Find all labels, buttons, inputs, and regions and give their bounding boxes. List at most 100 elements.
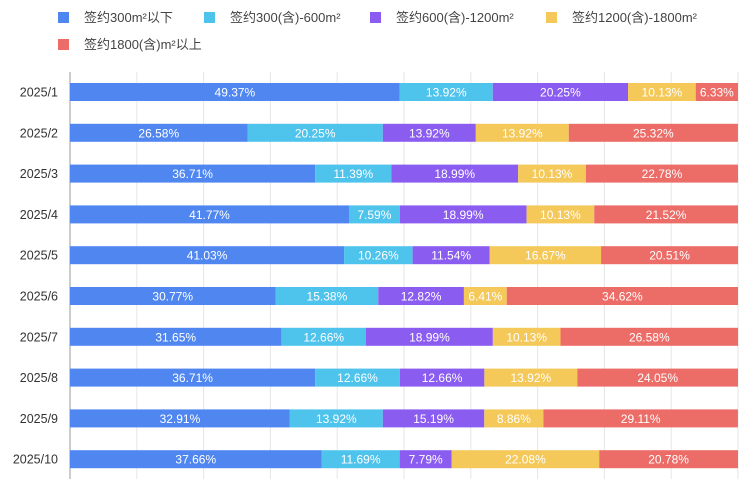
data-label: 18.99% xyxy=(443,208,484,222)
data-label: 7.79% xyxy=(409,453,443,467)
data-label: 26.58% xyxy=(138,126,179,140)
data-label: 10.13% xyxy=(506,330,547,344)
bar-segment[interactable] xyxy=(526,205,595,224)
bar-segment[interactable] xyxy=(451,450,600,469)
bar-segment[interactable] xyxy=(594,205,738,224)
bar-segment[interactable] xyxy=(475,123,569,142)
bar-segment[interactable] xyxy=(492,83,629,101)
bar-segment[interactable] xyxy=(70,123,248,142)
category-label: 2025/9 xyxy=(20,412,58,426)
legend-item-3[interactable]: 签约600(含)-1200m² xyxy=(370,10,514,25)
bar-segment[interactable] xyxy=(492,327,561,346)
bar-segment[interactable] xyxy=(463,287,507,305)
bar-segment[interactable] xyxy=(484,409,544,428)
data-label: 32.91% xyxy=(160,412,201,426)
legend-item-2[interactable]: 签约300(含)-600m² xyxy=(204,10,341,25)
bar-segment[interactable] xyxy=(628,83,696,101)
bar-segment[interactable] xyxy=(577,368,738,387)
data-label: 22.78% xyxy=(642,167,683,181)
bar-segment[interactable] xyxy=(695,83,738,101)
bar-segment[interactable] xyxy=(585,164,738,183)
bar-segment[interactable] xyxy=(70,287,276,305)
data-label: 12.82% xyxy=(401,290,442,304)
data-label: 13.92% xyxy=(316,412,357,426)
bar-segment[interactable] xyxy=(599,450,738,469)
category-label: 2025/1 xyxy=(20,86,58,100)
data-label: 24.05% xyxy=(637,371,678,385)
data-label: 12.66% xyxy=(337,371,378,385)
data-label: 12.66% xyxy=(303,330,344,344)
bar-segment[interactable] xyxy=(399,450,452,469)
data-label: 22.08% xyxy=(505,453,546,467)
bar-segment[interactable] xyxy=(399,83,493,101)
data-label: 20.78% xyxy=(648,453,689,467)
data-label: 36.71% xyxy=(172,371,213,385)
bar-segment[interactable] xyxy=(70,409,290,428)
data-label: 11.39% xyxy=(333,167,373,181)
bar-segment[interactable] xyxy=(568,123,738,142)
legend-item-5[interactable]: 签约1800(含)m²以上 xyxy=(58,37,202,52)
bar-segment[interactable] xyxy=(412,246,490,265)
bar-segment[interactable] xyxy=(382,123,476,142)
bar-segment[interactable] xyxy=(382,409,485,428)
bar-segment[interactable] xyxy=(70,83,400,101)
bar-segment[interactable] xyxy=(399,368,485,387)
bar-segment[interactable] xyxy=(70,368,316,387)
data-label: 8.86% xyxy=(497,412,531,426)
bar-segment[interactable] xyxy=(391,164,519,183)
data-label: 11.54% xyxy=(431,249,471,263)
category-label: 2025/10 xyxy=(13,453,58,467)
bar-row-2025-8: 36.71% 12.66% 12.66% 13.92% 24.05% xyxy=(70,368,738,387)
bar-segment[interactable] xyxy=(315,164,392,183)
legend-item-1[interactable]: 签约300m²以下 xyxy=(58,10,173,25)
bar-segment[interactable] xyxy=(247,123,383,142)
data-label: 26.58% xyxy=(629,330,670,344)
bar-row-2025-2: 26.58% 20.25% 13.92% 13.92% 25.32% xyxy=(70,123,738,142)
bar-segment[interactable] xyxy=(560,327,739,346)
data-label: 49.37% xyxy=(215,86,256,100)
bar-segment[interactable] xyxy=(289,409,383,428)
data-label: 10.13% xyxy=(532,167,573,181)
bar-row-2025-5: 41.03% 10.26% 11.54% 16.67% 20.51% xyxy=(70,246,739,265)
bar-row-2025-7: 31.65% 12.66% 18.99% 10.13% 26.58% xyxy=(70,327,739,346)
bars: 49.37% 13.92% 20.25% 10.13% 6.33% 26.58% 20.25… xyxy=(70,83,739,469)
bar-segment[interactable] xyxy=(506,287,738,305)
bar-segment[interactable] xyxy=(344,246,413,265)
category-label: 2025/7 xyxy=(20,330,58,344)
bar-segment[interactable] xyxy=(484,368,578,387)
data-label: 13.92% xyxy=(511,371,552,385)
bar-segment[interactable] xyxy=(399,205,527,224)
data-label: 11.69% xyxy=(341,453,381,467)
legend-label: 签约1800(含)m²以上 xyxy=(84,37,202,52)
bar-segment[interactable] xyxy=(518,164,586,183)
bar-segment[interactable] xyxy=(70,205,350,224)
bar-segment[interactable] xyxy=(70,450,322,469)
data-label: 15.19% xyxy=(413,412,454,426)
bar-segment[interactable] xyxy=(378,287,464,305)
bar-segment[interactable] xyxy=(70,327,282,346)
data-label: 10.13% xyxy=(540,208,581,222)
legend-item-4[interactable]: 签约1200(含)-1800m² xyxy=(546,10,698,25)
bar-segment[interactable] xyxy=(349,205,400,224)
bar-segment[interactable] xyxy=(365,327,493,346)
bar-segment[interactable] xyxy=(543,409,738,428)
data-label: 21.52% xyxy=(646,208,687,222)
bar-segment[interactable] xyxy=(70,164,316,183)
bar-segment[interactable] xyxy=(275,287,379,305)
bar-segment[interactable] xyxy=(601,246,739,265)
data-label: 6.41% xyxy=(468,290,502,304)
bar-row-2025-9: 32.91% 13.92% 15.19% 8.86% 29.11% xyxy=(70,409,738,428)
data-label: 13.92% xyxy=(409,126,450,140)
bar-segment[interactable] xyxy=(281,327,366,346)
category-label: 2025/3 xyxy=(20,167,58,181)
bar-segment[interactable] xyxy=(70,246,345,265)
category-label: 2025/5 xyxy=(20,249,58,263)
bar-segment[interactable] xyxy=(321,450,400,469)
bar-row-2025-10: 37.66% 11.69% 7.79% 22.08% 20.78% xyxy=(70,450,738,469)
bar-segment[interactable] xyxy=(315,368,400,387)
legend-label: 签约1200(含)-1800m² xyxy=(572,10,698,25)
bar-segment[interactable] xyxy=(489,246,602,265)
data-label: 6.33% xyxy=(700,86,734,100)
legend-label: 签约300(含)-600m² xyxy=(230,10,341,25)
